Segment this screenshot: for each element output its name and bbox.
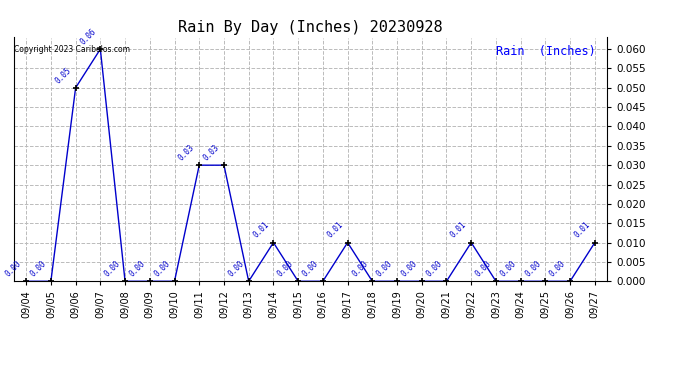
Text: 0.00: 0.00 <box>350 259 370 279</box>
Text: 0.06: 0.06 <box>78 27 97 46</box>
Text: Rain  (Inches): Rain (Inches) <box>495 45 595 58</box>
Text: 0.00: 0.00 <box>375 259 394 279</box>
Text: 0.00: 0.00 <box>400 259 419 279</box>
Text: 0.01: 0.01 <box>326 220 345 240</box>
Title: Rain By Day (Inches) 20230928: Rain By Day (Inches) 20230928 <box>178 20 443 35</box>
Text: 0.05: 0.05 <box>53 66 73 85</box>
Text: 0.00: 0.00 <box>276 259 295 279</box>
Text: 0.00: 0.00 <box>474 259 493 279</box>
Text: 0.00: 0.00 <box>301 259 320 279</box>
Text: 0.00: 0.00 <box>523 259 542 279</box>
Text: 0.01: 0.01 <box>251 220 270 240</box>
Text: 0.00: 0.00 <box>498 259 518 279</box>
Text: 0.00: 0.00 <box>4 259 23 279</box>
Text: 0.00: 0.00 <box>103 259 122 279</box>
Text: 0.00: 0.00 <box>424 259 444 279</box>
Text: Copyright 2023 Caribelos.com: Copyright 2023 Caribelos.com <box>14 45 130 54</box>
Text: 0.00: 0.00 <box>29 259 48 279</box>
Text: 0.01: 0.01 <box>449 220 469 240</box>
Text: 0.03: 0.03 <box>201 143 221 162</box>
Text: 0.01: 0.01 <box>573 220 592 240</box>
Text: 0.03: 0.03 <box>177 143 197 162</box>
Text: 0.00: 0.00 <box>548 259 567 279</box>
Text: 0.00: 0.00 <box>226 259 246 279</box>
Text: 0.00: 0.00 <box>152 259 172 279</box>
Text: 0.00: 0.00 <box>128 259 147 279</box>
